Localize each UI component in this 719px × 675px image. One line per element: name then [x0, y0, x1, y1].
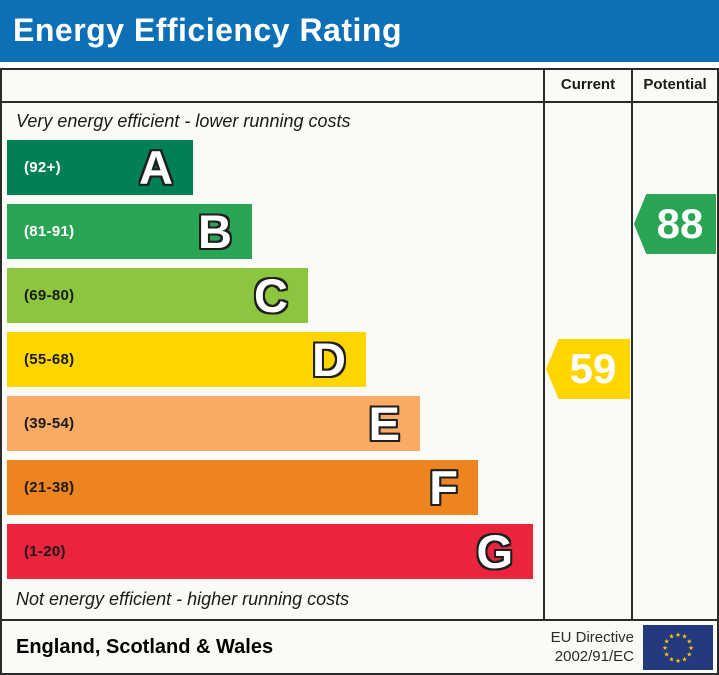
band-row-a: (92+) A: [7, 140, 193, 195]
band-letter: C: [254, 269, 288, 322]
band-range-label: (21-38): [24, 479, 75, 496]
band-range-label: (92+): [24, 159, 61, 176]
eu-directive-line2: 2002/91/EC: [554, 648, 634, 665]
svg-text:★: ★: [669, 632, 675, 640]
svg-text:★: ★: [682, 655, 688, 663]
band-range-label: (81-91): [24, 223, 75, 240]
band-letter: E: [368, 397, 400, 450]
svg-text:★: ★: [686, 650, 692, 658]
band-row-f: (21-38) F: [7, 460, 478, 515]
band-range-label: (55-68): [24, 351, 75, 368]
svg-text:★: ★: [662, 644, 668, 652]
band-range-label: (39-54): [24, 415, 75, 432]
band-letter: A: [139, 141, 173, 194]
current-column: 59: [543, 103, 631, 619]
band-range-label: (69-80): [24, 287, 75, 304]
eu-directive-line1: EU Directive: [550, 628, 634, 646]
band-range-label: (1-20): [24, 543, 66, 560]
svg-text:★: ★: [675, 631, 681, 639]
bottom-note: Not energy efficient - higher running co…: [16, 589, 350, 609]
band-row-g: (1-20) G: [7, 524, 533, 579]
potential-column: 88: [631, 103, 717, 619]
eu-directive-label: EU Directive 2002/91/EC: [551, 628, 634, 667]
current-rating-marker: 59: [546, 339, 630, 399]
svg-text:★: ★: [675, 657, 681, 665]
column-header-current: Current: [543, 70, 631, 103]
potential-rating-value: 88: [656, 200, 704, 247]
footer: England, Scotland & Wales EU Directive 2…: [2, 619, 717, 673]
svg-text:★: ★: [664, 637, 670, 645]
top-note: Very energy efficient - lower running co…: [16, 111, 351, 131]
band-letter: B: [198, 205, 232, 258]
rating-table: Current Potential Very energy efficient …: [0, 68, 719, 675]
band-row-d: (55-68) D: [7, 332, 366, 387]
region-label: England, Scotland & Wales: [16, 635, 274, 658]
band-row-b: (81-91) B: [7, 204, 252, 259]
current-rating-value: 59: [569, 345, 617, 392]
band-letter: F: [429, 461, 458, 514]
eu-flag-icon: ★ ★ ★ ★ ★ ★ ★ ★ ★ ★ ★ ★: [643, 624, 713, 670]
page-title: Energy Efficiency Rating: [13, 12, 402, 48]
title-bar: Energy Efficiency Rating: [0, 0, 719, 62]
svg-text:★: ★: [688, 644, 694, 652]
svg-text:★: ★: [686, 637, 692, 645]
svg-text:★: ★: [664, 650, 670, 658]
band-row-e: (39-54) E: [7, 396, 420, 451]
potential-rating-marker: 88: [634, 194, 716, 254]
svg-text:★: ★: [682, 632, 688, 640]
bands-area: Very energy efficient - lower running co…: [2, 103, 543, 619]
band-letter: D: [312, 333, 346, 386]
svg-text:★: ★: [669, 655, 675, 663]
band-row-c: (69-80) C: [7, 268, 308, 323]
column-header-potential: Potential: [631, 70, 717, 103]
band-letter: G: [476, 525, 513, 578]
header-spacer-cell: [2, 70, 543, 103]
